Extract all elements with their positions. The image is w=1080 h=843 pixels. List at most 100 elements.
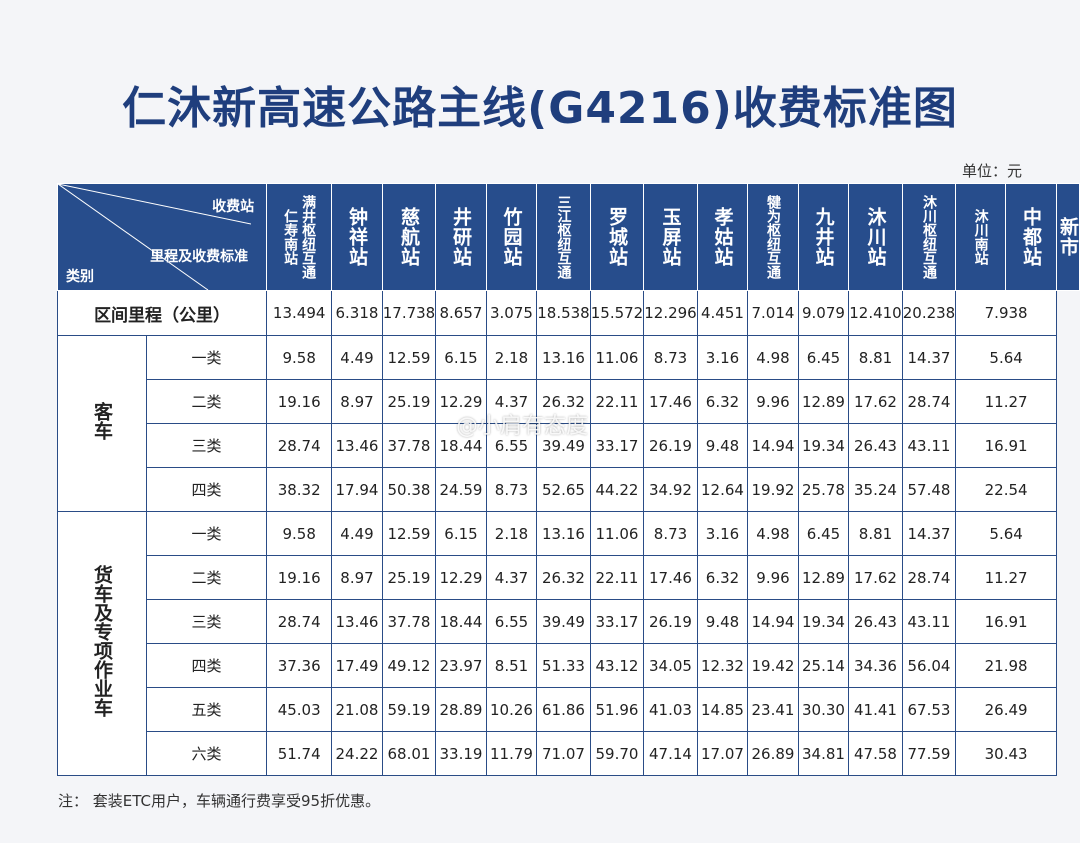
fee-value: 11.06 xyxy=(589,511,645,556)
mileage-value: 13.494 xyxy=(266,290,333,336)
fee-row: 四类 38.32 17.94 50.38 24.59 8.73 52.65 44.22 34.9… xyxy=(58,467,1080,512)
vehicle-class: 一类 xyxy=(145,511,268,556)
fee-value: 9.96 xyxy=(747,379,799,424)
fee-value: 16.91 xyxy=(955,423,1057,468)
fee-value: 4.37 xyxy=(485,379,538,424)
fee-value: 6.32 xyxy=(696,555,749,600)
fee-value: 51.74 xyxy=(266,731,333,776)
fee-value: 37.78 xyxy=(381,599,437,644)
station-name: 中都站 xyxy=(1019,207,1042,267)
fee-value: 44.22 xyxy=(589,467,645,512)
fee-value: 11.06 xyxy=(589,335,645,380)
fee-value: 26.43 xyxy=(848,599,903,644)
toll-table: 收费站 里程及收费标准 类别 仁寿南站 满井枢纽互通 钟祥站 慈航站 井研站 竹园站 三江枢… xyxy=(56,183,1080,776)
fee-value: 21.98 xyxy=(955,643,1057,688)
station-header: 罗城站 xyxy=(589,183,645,291)
station-header: 九井站 xyxy=(797,183,850,291)
vehicle-class: 四类 xyxy=(145,643,268,688)
fee-value: 5.64 xyxy=(955,511,1057,556)
fee-value: 35.24 xyxy=(848,467,903,512)
fee-value: 24.22 xyxy=(331,731,383,776)
fee-value: 9.58 xyxy=(266,511,333,556)
fee-row: 五类 45.03 21.08 59.19 28.89 10.26 61.86 51.96 41.… xyxy=(58,687,1080,732)
fee-value: 52.65 xyxy=(536,467,591,512)
mileage-value: 8.657 xyxy=(435,290,487,336)
fee-row: 四类 37.36 17.49 49.12 23.97 8.51 51.33 43.12 34.0… xyxy=(58,643,1080,688)
vehicle-class: 三类 xyxy=(145,423,268,468)
mileage-value: 12.296 xyxy=(643,290,698,336)
station-header: 井研站 xyxy=(435,183,487,291)
fee-value: 6.45 xyxy=(797,511,850,556)
fee-value: 6.45 xyxy=(797,335,850,380)
fee-value: 17.49 xyxy=(331,643,383,688)
fee-value: 23.41 xyxy=(747,687,799,732)
fee-value: 34.81 xyxy=(797,731,850,776)
fee-value: 17.94 xyxy=(331,467,383,512)
vehicle-class: 二类 xyxy=(145,379,268,424)
mileage-value: 18.538 xyxy=(536,290,591,336)
fee-value: 12.29 xyxy=(435,555,487,600)
fee-value: 12.64 xyxy=(696,467,749,512)
fee-value: 59.19 xyxy=(381,687,437,732)
fee-value: 51.33 xyxy=(536,643,591,688)
station-name: 竹园站 xyxy=(500,207,523,267)
station-name: 慈航站 xyxy=(397,207,420,267)
fee-value: 19.42 xyxy=(747,643,799,688)
fee-value: 47.58 xyxy=(848,731,903,776)
fee-value: 17.07 xyxy=(696,731,749,776)
fee-value: 61.86 xyxy=(536,687,591,732)
fee-value: 45.03 xyxy=(266,687,333,732)
fee-value: 9.96 xyxy=(747,555,799,600)
fee-value: 37.78 xyxy=(381,423,437,468)
fee-value: 26.32 xyxy=(536,555,591,600)
fee-value: 49.12 xyxy=(381,643,437,688)
mileage-value: 6.318 xyxy=(331,290,383,336)
station-name: 钟祥站 xyxy=(345,207,368,267)
page-title: 仁沐新高速公路主线(G4216)收费标准图 xyxy=(122,83,958,134)
fee-value: 3.16 xyxy=(696,335,749,380)
station-header: 仁寿南站 满井枢纽互通 xyxy=(266,183,333,291)
fee-value: 28.74 xyxy=(266,423,333,468)
mileage-value: 4.451 xyxy=(696,290,749,336)
station-name: 井研站 xyxy=(449,207,472,267)
fee-value: 12.32 xyxy=(696,643,749,688)
fee-value: 6.32 xyxy=(696,379,749,424)
fee-value: 6.55 xyxy=(485,423,538,468)
fee-value: 19.34 xyxy=(797,423,850,468)
vehicle-class: 五类 xyxy=(145,687,268,732)
fee-value: 21.08 xyxy=(331,687,383,732)
fee-value: 8.73 xyxy=(485,467,538,512)
fee-value: 25.19 xyxy=(381,379,437,424)
mileage-value: 7.014 xyxy=(747,290,799,336)
fee-value: 13.46 xyxy=(331,423,383,468)
fee-value: 3.16 xyxy=(696,511,749,556)
fee-value: 13.16 xyxy=(536,511,591,556)
station-name: 新市 xyxy=(1057,217,1079,257)
fee-row: 二类 19.16 8.97 25.19 12.29 4.37 26.32 22.11 17.46… xyxy=(58,379,1080,424)
mileage-value: 12.410 xyxy=(848,290,903,336)
fee-value: 16.91 xyxy=(955,599,1057,644)
fee-value: 8.51 xyxy=(485,643,538,688)
fee-value: 12.59 xyxy=(381,511,437,556)
station-name: 孝姑站 xyxy=(711,207,734,267)
vehicle-class: 六类 xyxy=(145,731,268,776)
fee-value: 4.49 xyxy=(331,511,383,556)
freight-group-label: 货车及专项作业车 xyxy=(57,511,147,776)
fee-value: 9.48 xyxy=(696,599,749,644)
mileage-value: 20.238 xyxy=(901,290,957,336)
fee-value: 4.49 xyxy=(331,335,383,380)
passenger-group-label: 客车 xyxy=(57,335,147,512)
station-header: 慈航站 xyxy=(381,183,437,291)
station-header: 竹园站 xyxy=(485,183,538,291)
fee-value: 22.54 xyxy=(955,467,1057,512)
vehicle-class: 二类 xyxy=(145,555,268,600)
fee-value: 14.94 xyxy=(747,423,799,468)
fee-value: 56.04 xyxy=(901,643,957,688)
fee-value: 67.53 xyxy=(901,687,957,732)
vehicle-class: 四类 xyxy=(145,467,268,512)
station-header: 沐川南站 xyxy=(955,183,1006,291)
station-name-secondary: 仁寿南站 xyxy=(282,209,299,265)
header-station-label: 收费站 xyxy=(212,199,255,215)
fee-value: 9.48 xyxy=(696,423,749,468)
fee-value: 6.15 xyxy=(435,511,487,556)
